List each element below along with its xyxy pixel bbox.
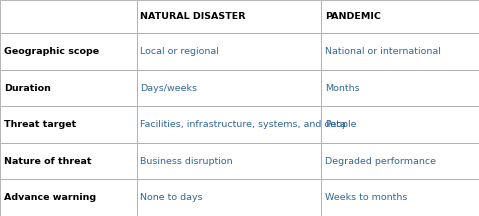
Text: Business disruption: Business disruption <box>140 157 233 166</box>
Text: Facilities, infrastructure, systems, and data: Facilities, infrastructure, systems, and… <box>140 120 346 129</box>
Text: Geographic scope: Geographic scope <box>4 47 99 56</box>
Bar <box>321 70 479 106</box>
Bar <box>321 106 479 143</box>
Bar <box>321 143 479 179</box>
Text: Threat target: Threat target <box>4 120 76 129</box>
Bar <box>137 179 321 216</box>
Bar <box>0 143 137 179</box>
Bar <box>137 0 321 33</box>
Text: Duration: Duration <box>4 84 51 93</box>
Bar <box>137 70 321 106</box>
Bar <box>321 33 479 70</box>
Bar <box>137 33 321 70</box>
Text: Days/weeks: Days/weeks <box>140 84 197 93</box>
Bar <box>321 0 479 33</box>
Bar <box>0 70 137 106</box>
Bar <box>321 179 479 216</box>
Bar <box>0 0 137 33</box>
Bar <box>0 33 137 70</box>
Text: National or international: National or international <box>325 47 441 56</box>
Bar <box>0 179 137 216</box>
Bar <box>137 143 321 179</box>
Text: Nature of threat: Nature of threat <box>4 157 91 166</box>
Text: None to days: None to days <box>140 193 203 202</box>
Text: Weeks to months: Weeks to months <box>325 193 407 202</box>
Text: People: People <box>325 120 356 129</box>
Bar <box>0 106 137 143</box>
Text: Advance warning: Advance warning <box>4 193 96 202</box>
Bar <box>137 106 321 143</box>
Text: Months: Months <box>325 84 359 93</box>
Text: PANDEMIC: PANDEMIC <box>325 12 381 21</box>
Text: NATURAL DISASTER: NATURAL DISASTER <box>140 12 246 21</box>
Text: Degraded performance: Degraded performance <box>325 157 436 166</box>
Text: Local or regional: Local or regional <box>140 47 219 56</box>
